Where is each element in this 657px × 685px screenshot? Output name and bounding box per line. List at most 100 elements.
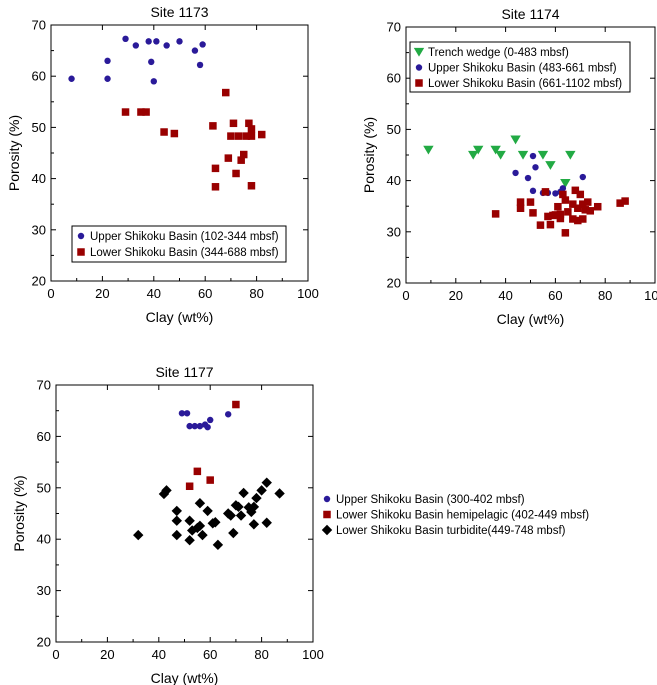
- data-point: [184, 515, 195, 526]
- data-point: [171, 505, 182, 517]
- data-point: [565, 150, 576, 160]
- data-point: [248, 519, 260, 530]
- data-point: [183, 410, 191, 417]
- data-point: [185, 482, 194, 491]
- data-point: [197, 529, 208, 541]
- data-point: [517, 150, 529, 160]
- data-point: [206, 476, 214, 484]
- data-point: [227, 132, 235, 140]
- x-tick-label: 20: [449, 288, 463, 303]
- legend-label: Lower Shikoku Basin (661-1102 mbsf): [428, 78, 622, 90]
- data-point: [132, 42, 140, 49]
- data-point: [240, 150, 248, 159]
- data-point: [176, 38, 183, 45]
- data-point: [556, 214, 565, 223]
- data-point: [510, 135, 521, 145]
- data-point: [571, 186, 580, 195]
- data-point: [574, 216, 582, 225]
- data-point: [121, 108, 130, 116]
- data-point: [137, 108, 145, 116]
- data-point: [225, 510, 236, 521]
- data-point: [209, 122, 217, 130]
- data-point: [559, 190, 567, 199]
- data-point: [423, 145, 434, 155]
- y-tick-label: 60: [37, 429, 51, 444]
- y-tick-label: 70: [387, 20, 401, 35]
- y-tick-label: 40: [32, 171, 46, 186]
- data-point: [552, 190, 559, 197]
- data-point: [122, 35, 129, 43]
- y-tick-label: 30: [32, 222, 46, 237]
- data-point: [202, 505, 213, 517]
- legend-label: Upper Shikoku Basin (483-661 mbsf): [428, 63, 617, 75]
- x-axis-label: Clay (wt%): [146, 309, 214, 325]
- x-tick-label: 40: [147, 286, 161, 301]
- series-2: [121, 88, 266, 191]
- data-point: [561, 229, 570, 237]
- data-point: [171, 515, 182, 526]
- data-point: [160, 128, 168, 136]
- x-tick-label: 80: [254, 647, 268, 662]
- y-tick-label: 20: [37, 635, 51, 650]
- data-point: [171, 529, 182, 541]
- data-point: [529, 209, 537, 217]
- y-tick-label: 50: [37, 480, 51, 495]
- data-point: [150, 78, 157, 85]
- x-tick-label: 60: [203, 647, 217, 662]
- data-point: [191, 422, 198, 430]
- series-1: [178, 410, 232, 431]
- data-point: [212, 539, 224, 551]
- data-point: [524, 174, 532, 182]
- data-point: [104, 75, 111, 82]
- legend-label: Upper Shikoku Basin (300-402 mbsf): [336, 494, 525, 506]
- data-point: [516, 204, 525, 212]
- data-point: [574, 204, 582, 212]
- legend-box: [71, 225, 287, 263]
- data-point: [257, 130, 266, 139]
- legend: Trench wedge (0-483 mbsf) Upper Shikoku B…: [409, 41, 631, 93]
- data-point: [261, 517, 272, 528]
- y-tick-label: 40: [37, 532, 51, 547]
- data-point: [142, 108, 150, 116]
- data-point: [242, 132, 251, 140]
- data-point: [204, 423, 211, 431]
- x-tick-label: 0: [402, 288, 409, 303]
- y-tick-label: 60: [32, 69, 46, 84]
- data-point: [516, 198, 525, 206]
- data-point: [256, 485, 267, 496]
- data-point: [579, 200, 587, 208]
- data-point: [564, 208, 572, 216]
- legend-label: Lower Shikoku Basin (344-688 mbsf): [90, 247, 279, 259]
- data-point: [554, 202, 562, 211]
- data-point: [224, 154, 233, 162]
- series-2: [185, 400, 240, 491]
- series-3: [133, 477, 285, 551]
- data-point: [222, 88, 230, 97]
- data-point: [247, 125, 256, 133]
- chart-title: Site 1173: [150, 4, 208, 20]
- data-point: [247, 132, 256, 140]
- data-point: [232, 169, 240, 178]
- data-point: [196, 61, 204, 69]
- y-tick-label: 20: [32, 274, 46, 289]
- data-point: [559, 185, 567, 192]
- data-point: [133, 529, 144, 541]
- data-point: [148, 58, 155, 66]
- data-point: [153, 38, 160, 45]
- data-point: [163, 42, 170, 49]
- data-point: [68, 75, 75, 82]
- series-1: [423, 135, 576, 188]
- data-point: [545, 161, 556, 170]
- data-point: [593, 202, 602, 211]
- data-point: [536, 221, 545, 229]
- data-point: [579, 215, 587, 223]
- x-axis-label: Clay (wt%): [497, 311, 565, 327]
- series-3: [491, 186, 629, 237]
- data-point: [581, 206, 590, 214]
- x-tick-label: 40: [152, 647, 166, 662]
- plot-frame: [55, 384, 314, 643]
- data-point: [228, 527, 239, 539]
- data-point: [261, 477, 272, 488]
- data-point: [247, 182, 256, 190]
- x-tick-label: 100: [644, 288, 657, 303]
